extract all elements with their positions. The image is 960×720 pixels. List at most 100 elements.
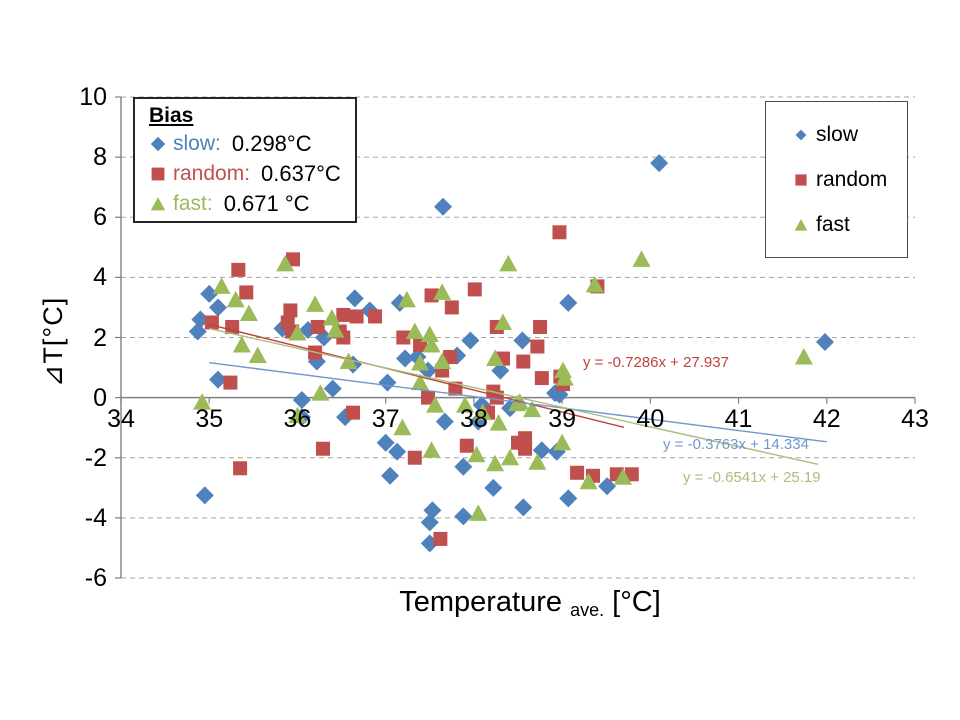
point-fast xyxy=(489,414,508,431)
point-random xyxy=(421,390,436,405)
y-tick-label-2: 2 xyxy=(93,323,107,352)
bias-row-slow: slow: 0.298°C xyxy=(149,129,345,159)
x-tick-label-36: 36 xyxy=(283,404,312,433)
bias-label-slow: slow: xyxy=(173,132,221,155)
point-fast xyxy=(486,349,505,367)
point-fast xyxy=(456,396,475,413)
y-tick-label--6: -6 xyxy=(84,564,107,592)
point-slow xyxy=(435,412,454,431)
point-slow xyxy=(484,478,503,497)
y-tick-label-4: 4 xyxy=(93,263,107,292)
point-fast xyxy=(501,448,520,466)
point-slow xyxy=(292,391,311,410)
point-fast xyxy=(613,468,632,485)
x-tick-label-38: 38 xyxy=(459,404,488,433)
trendline-equation-slow: y = -0.3763x + 14.334 xyxy=(663,436,809,453)
trendline-fast xyxy=(209,327,819,465)
point-random xyxy=(286,252,301,267)
point-fast xyxy=(523,400,542,418)
point-random xyxy=(407,450,422,465)
bias-label-fast: fast: xyxy=(173,192,213,215)
point-random xyxy=(349,309,364,324)
point-fast xyxy=(405,322,424,339)
point-slow xyxy=(423,501,442,520)
point-random xyxy=(204,315,219,330)
point-fast xyxy=(486,454,505,472)
x-tick-label-39: 39 xyxy=(548,404,577,433)
point-slow xyxy=(209,298,228,317)
point-slow xyxy=(816,333,835,352)
point-fast xyxy=(499,254,518,272)
point-fast xyxy=(393,418,412,436)
point-fast xyxy=(555,369,574,386)
point-fast xyxy=(311,384,330,401)
fast-triangle-icon xyxy=(793,218,808,232)
point-slow xyxy=(378,373,397,392)
trendline-slow xyxy=(209,361,827,443)
random-square-icon xyxy=(149,166,166,182)
point-random xyxy=(533,319,548,334)
slow-diamond-icon xyxy=(793,129,808,141)
bias-row-fast: fast: 0.671 °C xyxy=(149,189,345,219)
legend-item-fast: fast xyxy=(793,213,907,237)
x-tick-label-42: 42 xyxy=(812,404,841,433)
point-fast xyxy=(322,308,341,326)
point-fast xyxy=(553,433,572,451)
legend-item-slow: slow xyxy=(793,123,907,147)
point-slow xyxy=(559,489,578,508)
point-random xyxy=(518,431,533,446)
point-fast xyxy=(494,313,513,330)
point-random xyxy=(624,467,639,482)
bias-annotation-box: Bias slow: 0.298°C random: 0.637°C fast:… xyxy=(133,97,357,223)
point-slow xyxy=(559,293,578,312)
point-fast xyxy=(433,352,452,370)
point-slow xyxy=(396,349,415,368)
point-fast xyxy=(632,250,651,267)
x-axis-title-subscript: ave. xyxy=(570,600,605,620)
bias-label-random: random: xyxy=(173,162,251,185)
point-slow xyxy=(532,441,551,460)
point-fast xyxy=(426,396,445,413)
point-fast xyxy=(422,336,441,353)
point-fast xyxy=(397,290,416,308)
point-random xyxy=(570,465,585,480)
point-slow xyxy=(323,379,342,398)
point-slow xyxy=(514,498,533,517)
x-tick-label-37: 37 xyxy=(371,404,400,433)
point-random xyxy=(467,282,482,297)
point-random xyxy=(444,300,459,315)
point-slow xyxy=(454,507,473,526)
x-tick-label-41: 41 xyxy=(724,404,753,433)
bias-row-random: random: 0.637°C xyxy=(149,159,345,189)
point-fast xyxy=(288,406,307,424)
point-fast xyxy=(585,275,604,293)
point-random xyxy=(223,375,238,390)
point-slow xyxy=(491,361,510,380)
point-random xyxy=(534,371,549,386)
point-fast xyxy=(326,320,345,338)
point-slow xyxy=(454,457,473,476)
point-slow xyxy=(195,486,214,505)
point-fast xyxy=(411,373,430,391)
bias-value-slow: 0.298°C xyxy=(231,131,312,156)
point-slow xyxy=(513,331,532,350)
point-fast xyxy=(306,295,325,312)
point-fast xyxy=(212,277,231,294)
y-tick-label--2: -2 xyxy=(84,443,107,472)
trendline-random xyxy=(209,323,625,429)
point-fast xyxy=(579,472,598,490)
slow-diamond-icon xyxy=(149,136,166,152)
x-tick-label-35: 35 xyxy=(195,404,224,433)
point-fast xyxy=(528,453,547,470)
point-fast xyxy=(193,393,212,410)
point-slow xyxy=(381,466,400,485)
bias-box-title: Bias xyxy=(149,104,194,127)
point-fast xyxy=(422,441,441,458)
legend-item-random: random xyxy=(793,168,907,192)
bias-value-random: 0.637°C xyxy=(261,161,341,186)
point-fast xyxy=(469,504,488,521)
point-slow xyxy=(188,322,207,341)
point-slow xyxy=(434,197,453,216)
point-fast xyxy=(420,325,439,342)
